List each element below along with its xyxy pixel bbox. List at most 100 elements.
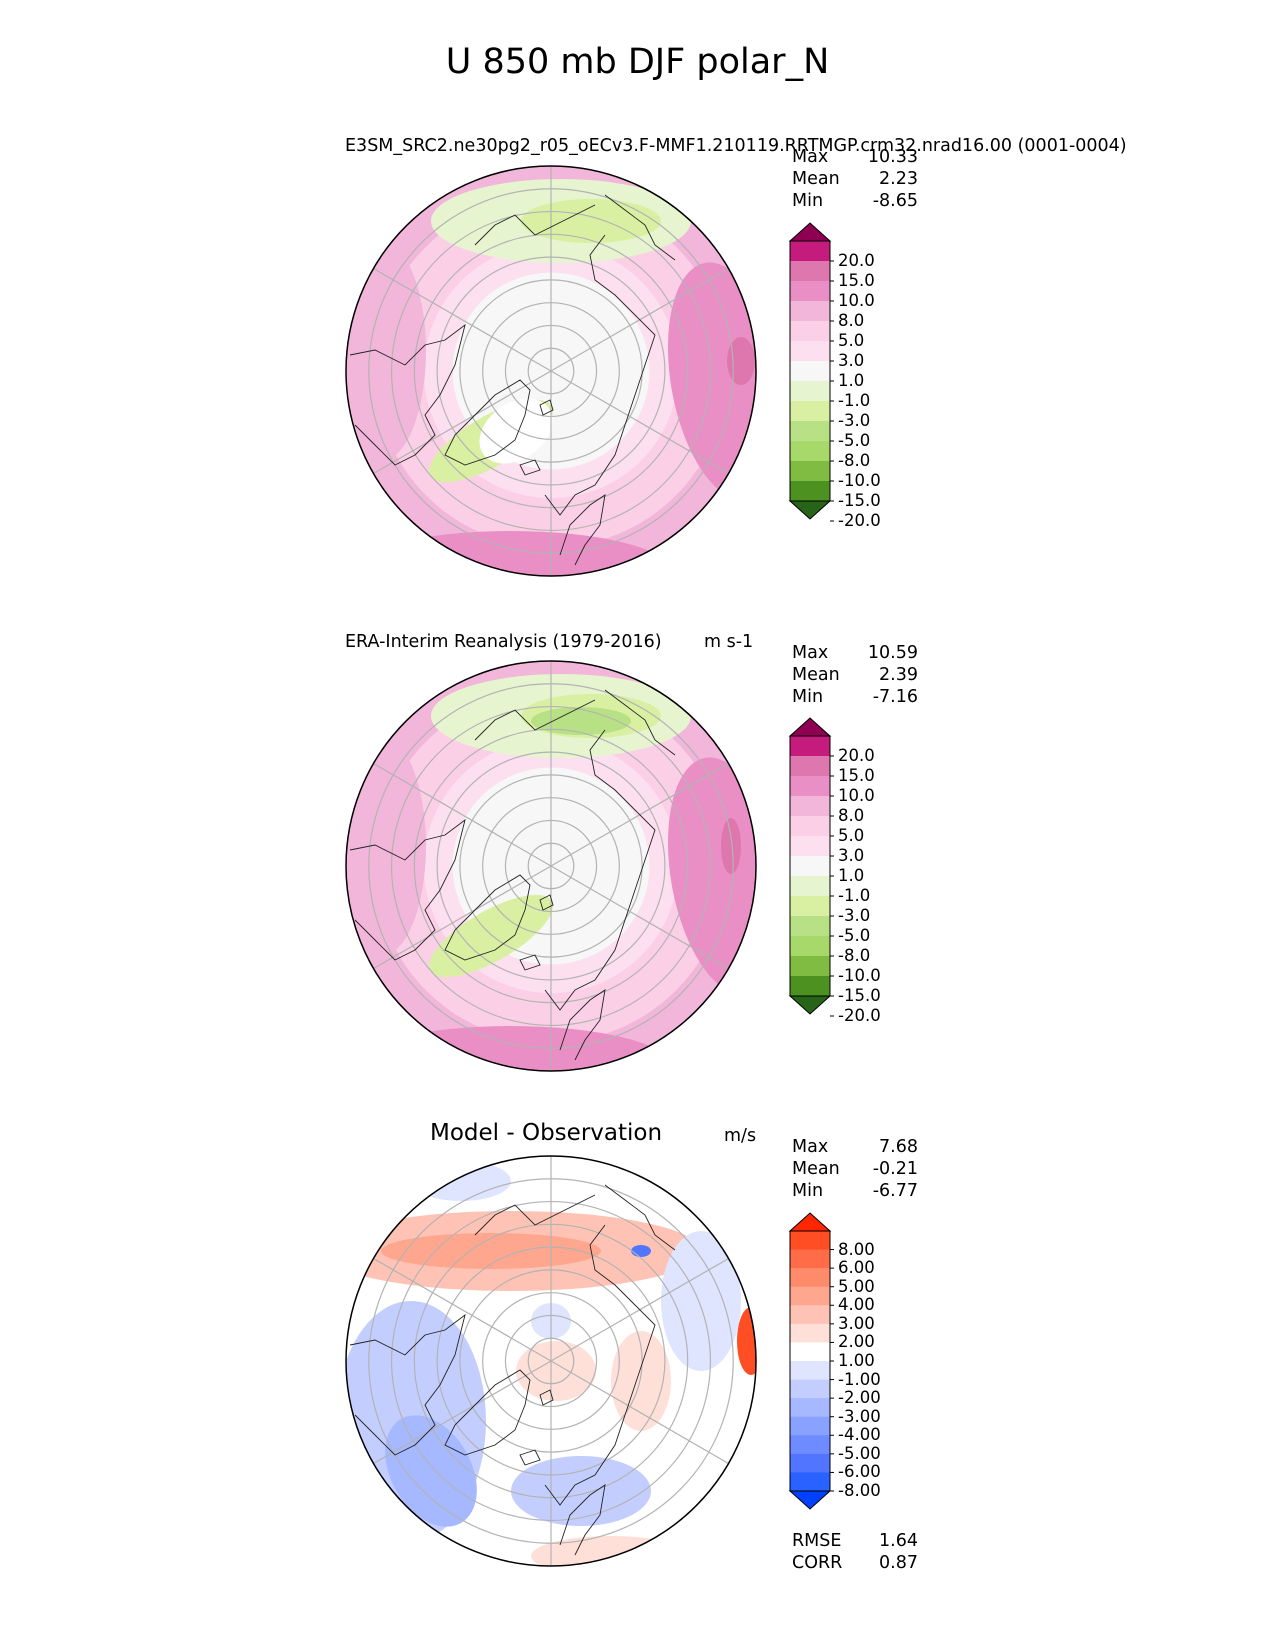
field-band: [346, 736, 426, 956]
colorbar-band: [790, 836, 830, 857]
coastline: [349, 818, 466, 961]
field-jet-core: [727, 337, 755, 385]
field-easterly: [429, 894, 553, 978]
longitude-gridline: [373, 865, 552, 970]
colorbar-tick-label: 8.00: [838, 1239, 875, 1259]
longitude-gridline: [550, 370, 729, 475]
colorbar-band: [790, 916, 830, 937]
obs-units: m s-1: [704, 632, 754, 652]
colorbar-band: [790, 1435, 830, 1455]
colorbar-band: [790, 1231, 830, 1251]
colorbar-band: [790, 1268, 830, 1288]
coastline: [349, 1313, 466, 1456]
colorbar-tick-label: -1.00: [838, 1369, 881, 1389]
colorbar-band: [790, 1453, 830, 1473]
colorbar-band: [790, 1472, 830, 1492]
diff-max-label: Max: [792, 1137, 829, 1157]
model-panel-title: E3SM_SRC2.ne30pg2_r05_oECv3.F-MMF1.21011…: [345, 136, 1127, 156]
corr-value: 0.87: [879, 1553, 918, 1573]
coastline: [539, 1389, 554, 1406]
field-jet-atlantic: [351, 531, 671, 576]
diff-max-value: 7.68: [879, 1137, 918, 1157]
colorbar-extend-top: [788, 222, 832, 242]
longitude-gridline: [373, 370, 552, 475]
colorbar-tick-label: -3.0: [838, 411, 871, 430]
colorbar-tick-label: 5.00: [838, 1276, 875, 1296]
coastline: [604, 1184, 676, 1251]
model-max-value: 10.33: [867, 147, 918, 167]
colorbar-tick-label: -5.00: [838, 1443, 881, 1463]
colorbar-band: [790, 1379, 830, 1399]
rmse-value: 1.64: [879, 1531, 918, 1551]
obs-min-value: -7.16: [872, 687, 918, 707]
colorbar-band: [790, 361, 830, 382]
colorbar-band: [790, 1305, 830, 1325]
colorbar-band: [790, 796, 830, 817]
colorbar-tick-label: -1.0: [838, 886, 871, 905]
field-positive-core: [737, 1307, 756, 1375]
coastline: [474, 204, 596, 246]
diff-polar-map: [345, 1155, 757, 1567]
main-title: U 850 mb DJF polar_N: [445, 42, 830, 82]
longitude-gridline: [373, 1360, 552, 1465]
colorbar-tick-label: 6.00: [838, 1258, 875, 1278]
obs-colorbar: [788, 717, 834, 1017]
colorbar-extend-top: [788, 1212, 832, 1232]
colorbar-extend-bottom: [788, 500, 832, 520]
coastline: [604, 194, 676, 261]
coastline: [559, 989, 606, 1061]
coastline: [604, 689, 676, 756]
model-mean-label: Mean: [792, 169, 840, 189]
colorbar-tick-label: 4.00: [838, 1295, 875, 1315]
colorbar-tick-label: 3.0: [838, 846, 865, 865]
colorbar-band: [790, 281, 830, 302]
colorbar-tick-label: -8.00: [838, 1481, 881, 1500]
colorbar-tick-label: -6.00: [838, 1462, 881, 1482]
colorbar-tick-label: -3.0: [838, 906, 871, 925]
colorbar-tick-label: -15.0: [838, 986, 881, 1005]
colorbar-tick-label: 1.0: [838, 866, 865, 885]
colorbar-tick-label: 10.0: [838, 291, 875, 310]
coastline: [519, 954, 541, 971]
field-negative: [411, 1161, 511, 1201]
coastline: [544, 729, 656, 1011]
obs-panel-title: ERA-Interim Reanalysis (1979-2016): [345, 632, 662, 652]
colorbar-band: [790, 736, 830, 757]
obs-max-value: 10.59: [867, 643, 918, 663]
colorbar-band: [790, 976, 830, 997]
colorbar-tick-label: -8.0: [838, 946, 871, 965]
colorbar-tick-label: 1.0: [838, 371, 865, 390]
colorbar-band: [790, 1398, 830, 1418]
diff-min-label: Min: [792, 1181, 824, 1201]
colorbar-band: [790, 241, 830, 262]
longitude-gridline: [550, 865, 729, 970]
colorbar-tick-label: -15.0: [838, 491, 881, 510]
colorbar-band: [790, 321, 830, 342]
colorbar-tick-label: -5.0: [838, 431, 871, 450]
colorbar-band: [790, 461, 830, 482]
colorbar-band: [790, 1249, 830, 1269]
colorbar-tick-label: -2.00: [838, 1388, 881, 1408]
colorbar-band: [790, 856, 830, 877]
coastline: [544, 234, 656, 516]
coastline: [349, 323, 466, 466]
field-jet-core: [721, 818, 741, 874]
field-easterly: [531, 707, 631, 735]
coastline: [444, 379, 531, 466]
model-max-label: Max: [792, 147, 829, 167]
longitude-gridline: [373, 1257, 552, 1362]
field-negative: [661, 1231, 741, 1371]
model-min-label: Min: [792, 191, 824, 211]
colorbar-band: [790, 896, 830, 917]
colorbar-band: [790, 421, 830, 442]
colorbar-tick-label: 5.0: [838, 331, 865, 350]
colorbar-band: [790, 1342, 830, 1362]
colorbar-band: [790, 401, 830, 422]
colorbar-tick-label: 3.0: [838, 351, 865, 370]
colorbar-tick-label: 3.00: [838, 1313, 875, 1333]
colorbar-tick-label: -8.0: [838, 451, 871, 470]
field-positive: [531, 1536, 691, 1566]
colorbar-band: [790, 1286, 830, 1306]
colorbar-band: [790, 381, 830, 402]
colorbar-band: [790, 1361, 830, 1381]
